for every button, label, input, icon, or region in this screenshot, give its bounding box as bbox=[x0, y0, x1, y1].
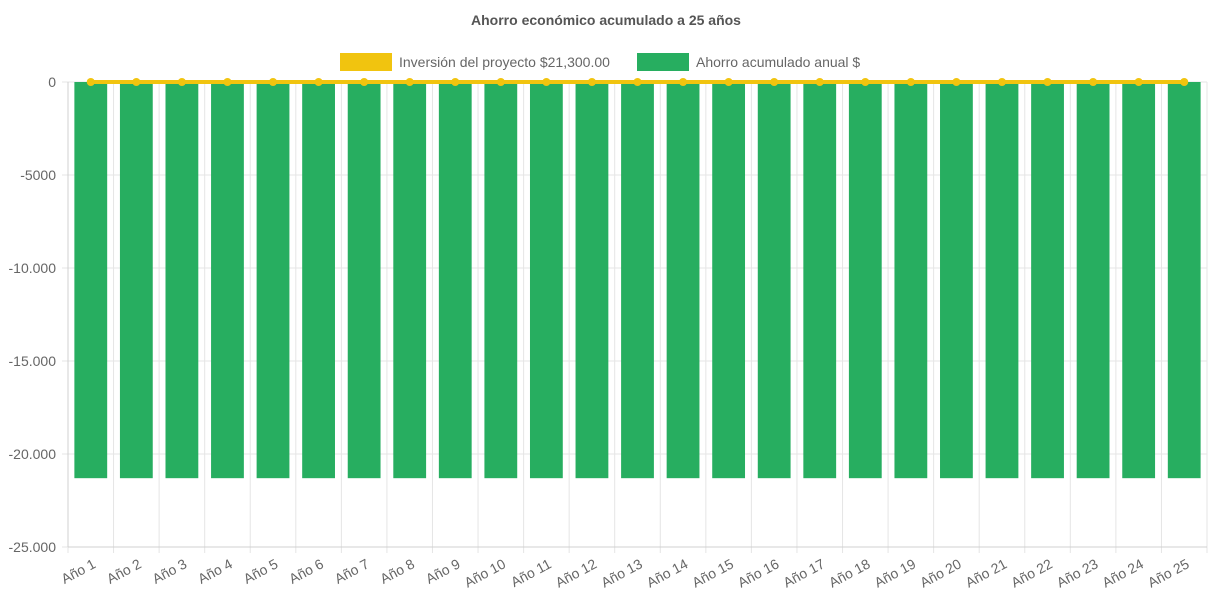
x-tick-label: Año 6 bbox=[286, 555, 326, 586]
x-tick-label: Año 8 bbox=[377, 555, 417, 586]
bar[interactable] bbox=[621, 82, 654, 479]
line-point[interactable] bbox=[770, 78, 779, 86]
line-point[interactable] bbox=[177, 78, 186, 86]
line-point[interactable] bbox=[1180, 78, 1189, 86]
x-axis-ticks: Año 1 Año 2 Año 3 Año 4 Año 5 Año 6 Año 7 Año 8… bbox=[58, 555, 1191, 590]
bar[interactable] bbox=[1167, 82, 1201, 479]
x-tick-label: Año 18 bbox=[826, 555, 873, 590]
y-tick-label: -25.000 bbox=[9, 539, 57, 555]
line-point[interactable] bbox=[1043, 78, 1052, 86]
line-point[interactable] bbox=[269, 78, 278, 86]
bar[interactable] bbox=[74, 82, 108, 479]
line-point[interactable] bbox=[86, 78, 95, 86]
legend-swatch-ahorro[interactable] bbox=[637, 53, 689, 71]
x-tick-label: Año 4 bbox=[195, 555, 235, 586]
x-tick-label: Año 9 bbox=[423, 555, 463, 586]
bar[interactable] bbox=[119, 82, 153, 479]
line-point[interactable] bbox=[952, 78, 961, 86]
bar[interactable] bbox=[529, 82, 563, 479]
line-point[interactable] bbox=[223, 78, 232, 86]
y-tick-label: -15.000 bbox=[9, 353, 57, 369]
legend-label-ahorro[interactable]: Ahorro acumulado anual $ bbox=[696, 54, 860, 70]
line-point[interactable] bbox=[815, 78, 824, 86]
x-tick-label: Año 23 bbox=[1054, 555, 1101, 590]
x-tick-label: Año 10 bbox=[462, 555, 509, 590]
y-tick-label: -10.000 bbox=[9, 260, 57, 276]
x-tick-label: Año 17 bbox=[780, 555, 827, 590]
x-tick-label: Año 14 bbox=[644, 555, 691, 590]
x-tick-label: Año 13 bbox=[598, 555, 645, 590]
line-point[interactable] bbox=[405, 78, 414, 86]
y-tick-label: -5000 bbox=[20, 167, 56, 183]
legend-label-inversion[interactable]: Inversión del proyecto $21,300.00 bbox=[399, 54, 610, 70]
line-point[interactable] bbox=[542, 78, 551, 86]
bar[interactable] bbox=[985, 82, 1019, 479]
chart-title: Ahorro económico acumulado a 25 años bbox=[471, 12, 741, 28]
line-point[interactable] bbox=[861, 78, 870, 86]
x-tick-label: Año 21 bbox=[963, 555, 1010, 590]
line-point[interactable] bbox=[633, 78, 642, 86]
bar[interactable] bbox=[347, 82, 381, 479]
bar[interactable] bbox=[940, 82, 973, 479]
y-axis-ticks: 0 -5000 -10.000 -15.000 -20.000 -25.000 bbox=[9, 74, 57, 555]
line-point[interactable] bbox=[1089, 78, 1098, 86]
bar-series bbox=[74, 82, 1201, 479]
bar[interactable] bbox=[575, 82, 609, 479]
line-point[interactable] bbox=[1134, 78, 1143, 86]
bar[interactable] bbox=[256, 82, 290, 479]
bar[interactable] bbox=[848, 82, 882, 479]
x-tick-label: Año 24 bbox=[1099, 555, 1146, 590]
bar[interactable] bbox=[757, 82, 791, 479]
line-point[interactable] bbox=[360, 78, 369, 86]
bar[interactable] bbox=[894, 82, 928, 479]
x-tick-label: Año 22 bbox=[1008, 555, 1055, 590]
x-tick-label: Año 25 bbox=[1145, 555, 1192, 590]
y-tick-label: -20.000 bbox=[9, 446, 57, 462]
line-point[interactable] bbox=[451, 78, 460, 86]
bar[interactable] bbox=[484, 82, 518, 479]
line-point[interactable] bbox=[724, 78, 733, 86]
bar[interactable] bbox=[393, 82, 427, 479]
line-series bbox=[86, 78, 1189, 86]
line-point[interactable] bbox=[132, 78, 141, 86]
bar[interactable] bbox=[438, 82, 472, 479]
x-tick-label: Año 11 bbox=[508, 555, 554, 590]
x-tick-label: Año 15 bbox=[689, 555, 736, 590]
x-tick-label: Año 16 bbox=[735, 555, 782, 590]
x-tick-label: Año 5 bbox=[241, 555, 281, 586]
line-point[interactable] bbox=[679, 78, 688, 86]
x-tick-label: Año 2 bbox=[104, 555, 144, 586]
line-point[interactable] bbox=[906, 78, 915, 86]
bar[interactable] bbox=[712, 82, 746, 479]
bar[interactable] bbox=[302, 82, 335, 479]
x-tick-label: Año 1 bbox=[58, 555, 98, 586]
bar[interactable] bbox=[211, 82, 244, 479]
bar[interactable] bbox=[1031, 82, 1064, 479]
bar[interactable] bbox=[803, 82, 837, 479]
legend-swatch-inversion[interactable] bbox=[340, 53, 392, 71]
x-tick-label: Año 7 bbox=[332, 555, 372, 586]
bar[interactable] bbox=[1076, 82, 1110, 479]
x-tick-label: Año 20 bbox=[917, 555, 964, 590]
line-point[interactable] bbox=[587, 78, 596, 86]
line-point[interactable] bbox=[997, 78, 1006, 86]
y-tick-label: 0 bbox=[48, 74, 56, 90]
bar[interactable] bbox=[666, 82, 700, 479]
legend: Inversión del proyecto $21,300.00 Ahorro… bbox=[340, 53, 860, 71]
line-point[interactable] bbox=[496, 78, 505, 86]
x-tick-label: Año 19 bbox=[872, 555, 919, 590]
bar[interactable] bbox=[1122, 82, 1156, 479]
bar[interactable] bbox=[165, 82, 199, 479]
x-tick-label: Año 3 bbox=[149, 555, 189, 586]
grid-lines bbox=[62, 81, 1208, 553]
x-tick-label: Año 12 bbox=[553, 555, 600, 590]
line-point[interactable] bbox=[314, 78, 323, 86]
